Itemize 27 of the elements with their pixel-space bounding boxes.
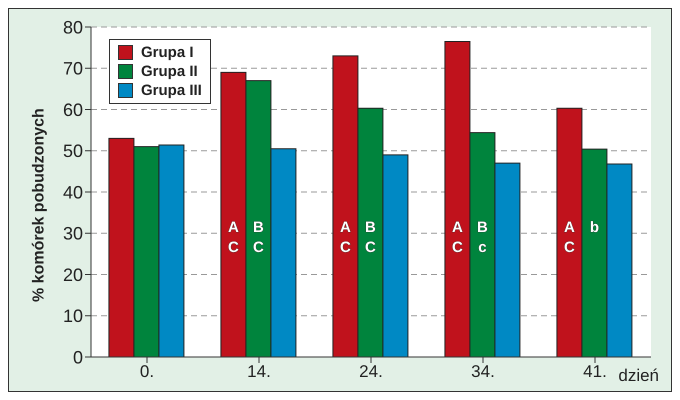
x-axis-title: dzień bbox=[618, 366, 659, 385]
data-label: A C bbox=[340, 219, 351, 256]
y-axis-title: % komórek pobudzonych bbox=[30, 108, 48, 302]
legend-label: Grupa I bbox=[141, 43, 194, 62]
y-tick-label: 50 bbox=[62, 141, 83, 162]
data-label: B C bbox=[253, 219, 264, 256]
y-tick-label: 10 bbox=[62, 306, 83, 326]
data-label: B c bbox=[477, 219, 488, 256]
y-tick-label: 70 bbox=[62, 58, 83, 79]
y-tick-label: 40 bbox=[62, 182, 83, 202]
y-tick-label: 20 bbox=[62, 264, 83, 285]
data-label: b bbox=[590, 219, 600, 236]
x-tick-label: 41. bbox=[583, 362, 607, 382]
data-label: A C bbox=[228, 219, 239, 256]
x-tick-label: 0. bbox=[140, 362, 154, 382]
y-tick-label: 80 bbox=[62, 17, 83, 38]
x-tick-label: 24. bbox=[359, 362, 383, 382]
x-tick-label: 14. bbox=[247, 362, 271, 382]
data-label: A C bbox=[452, 219, 463, 256]
x-tick-label: 34. bbox=[471, 362, 495, 382]
y-tick-label: 0 bbox=[72, 347, 83, 368]
data-label: A C bbox=[564, 219, 575, 256]
legend-label: Grupa III bbox=[141, 81, 202, 100]
y-tick-label: 60 bbox=[62, 100, 83, 120]
legend-label: Grupa II bbox=[141, 62, 198, 81]
y-tick-label: 30 bbox=[62, 224, 83, 244]
data-label: B C bbox=[365, 219, 376, 256]
